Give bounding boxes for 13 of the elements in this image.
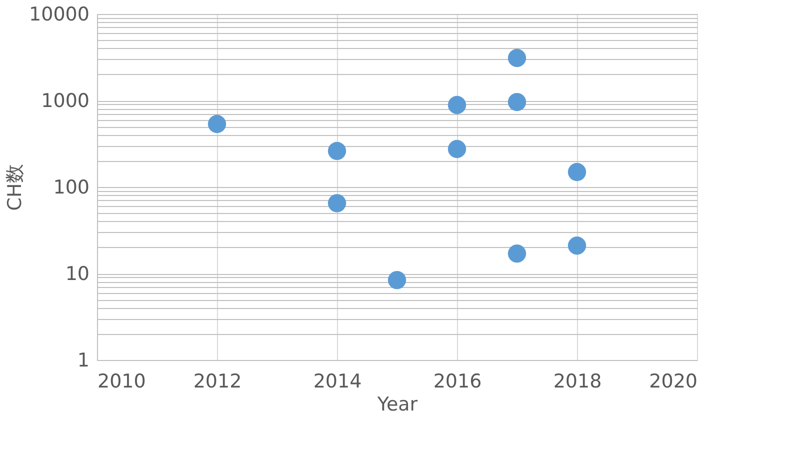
y-tick-label: 100 [53,176,90,198]
y-tick-label: 1000 [41,90,90,112]
y-tick-label: 1 [77,350,90,372]
x-tick-label: 2010 [98,370,146,392]
y-axis-title: CH数 [4,164,26,211]
x-tick-label: 2012 [193,370,242,392]
x-axis-title: Year [376,394,418,416]
y-tick-label: 10000 [29,4,90,26]
x-tick-label: 2020 [649,370,698,392]
y-tick-label: 10 [65,263,90,285]
x-tick-label: 2014 [313,370,362,392]
x-tick-label: 2016 [433,370,482,392]
x-tick-label: 2018 [553,370,602,392]
